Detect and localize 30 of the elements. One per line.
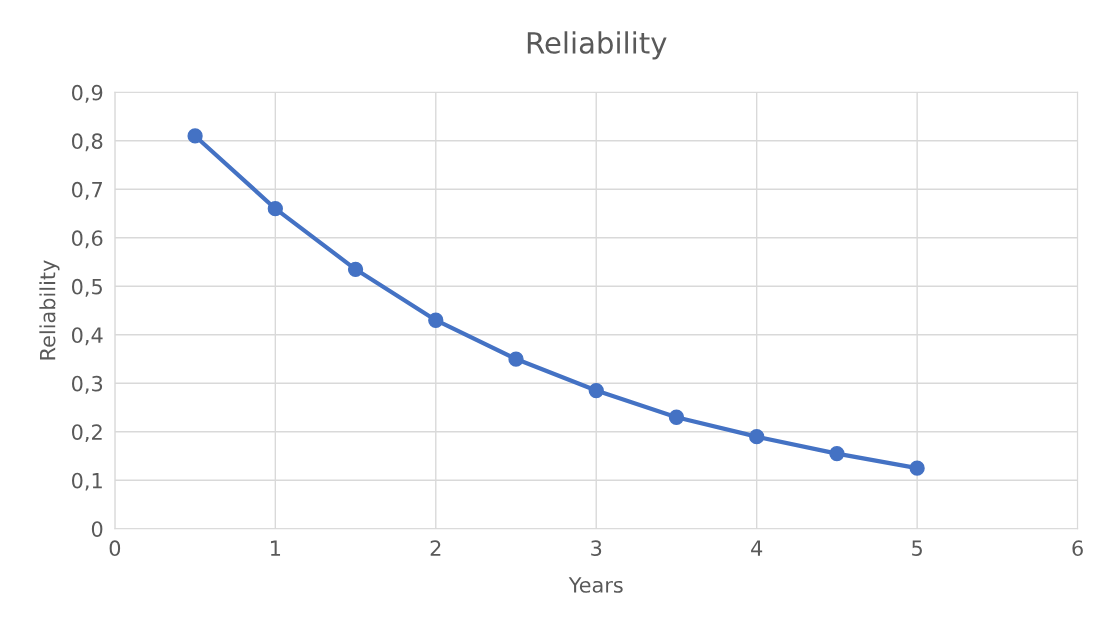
x-tick-label: 3	[591, 540, 602, 557]
point	[588, 382, 604, 399]
x-tick-label: 1	[270, 540, 281, 556]
y-tick-label: 0,7	[72, 181, 102, 200]
point	[668, 409, 685, 425]
x-tick-label: 4	[751, 540, 763, 556]
y-tick-label: 0,9	[72, 84, 103, 103]
x-tick-label: 5	[912, 540, 922, 557]
y-tick-label: 0,2	[72, 424, 102, 443]
x-tick-label: 6	[1072, 540, 1083, 557]
point	[508, 351, 524, 367]
x-tick-label: 2	[430, 540, 441, 556]
y-tick-label: 0	[91, 521, 103, 537]
point	[267, 201, 283, 217]
point	[909, 460, 925, 476]
point	[428, 312, 444, 328]
y-axis-title: Reliability	[39, 260, 60, 360]
y-tick-label: 0,3	[72, 375, 103, 394]
y-tick-label: 0,8	[72, 133, 103, 152]
chart-title: Reliability	[527, 31, 667, 60]
y-tick-label: 0,1	[72, 472, 102, 491]
point	[347, 261, 364, 277]
y-tick-label: 0,5	[72, 278, 102, 297]
x-tick-label: 0	[109, 540, 121, 557]
y-tick-label: 0,6	[72, 230, 103, 249]
point	[187, 128, 203, 144]
point	[749, 428, 765, 445]
y-tick-label: 0,4	[72, 327, 103, 346]
x-axis-title: Years	[568, 577, 623, 593]
point	[829, 445, 845, 462]
